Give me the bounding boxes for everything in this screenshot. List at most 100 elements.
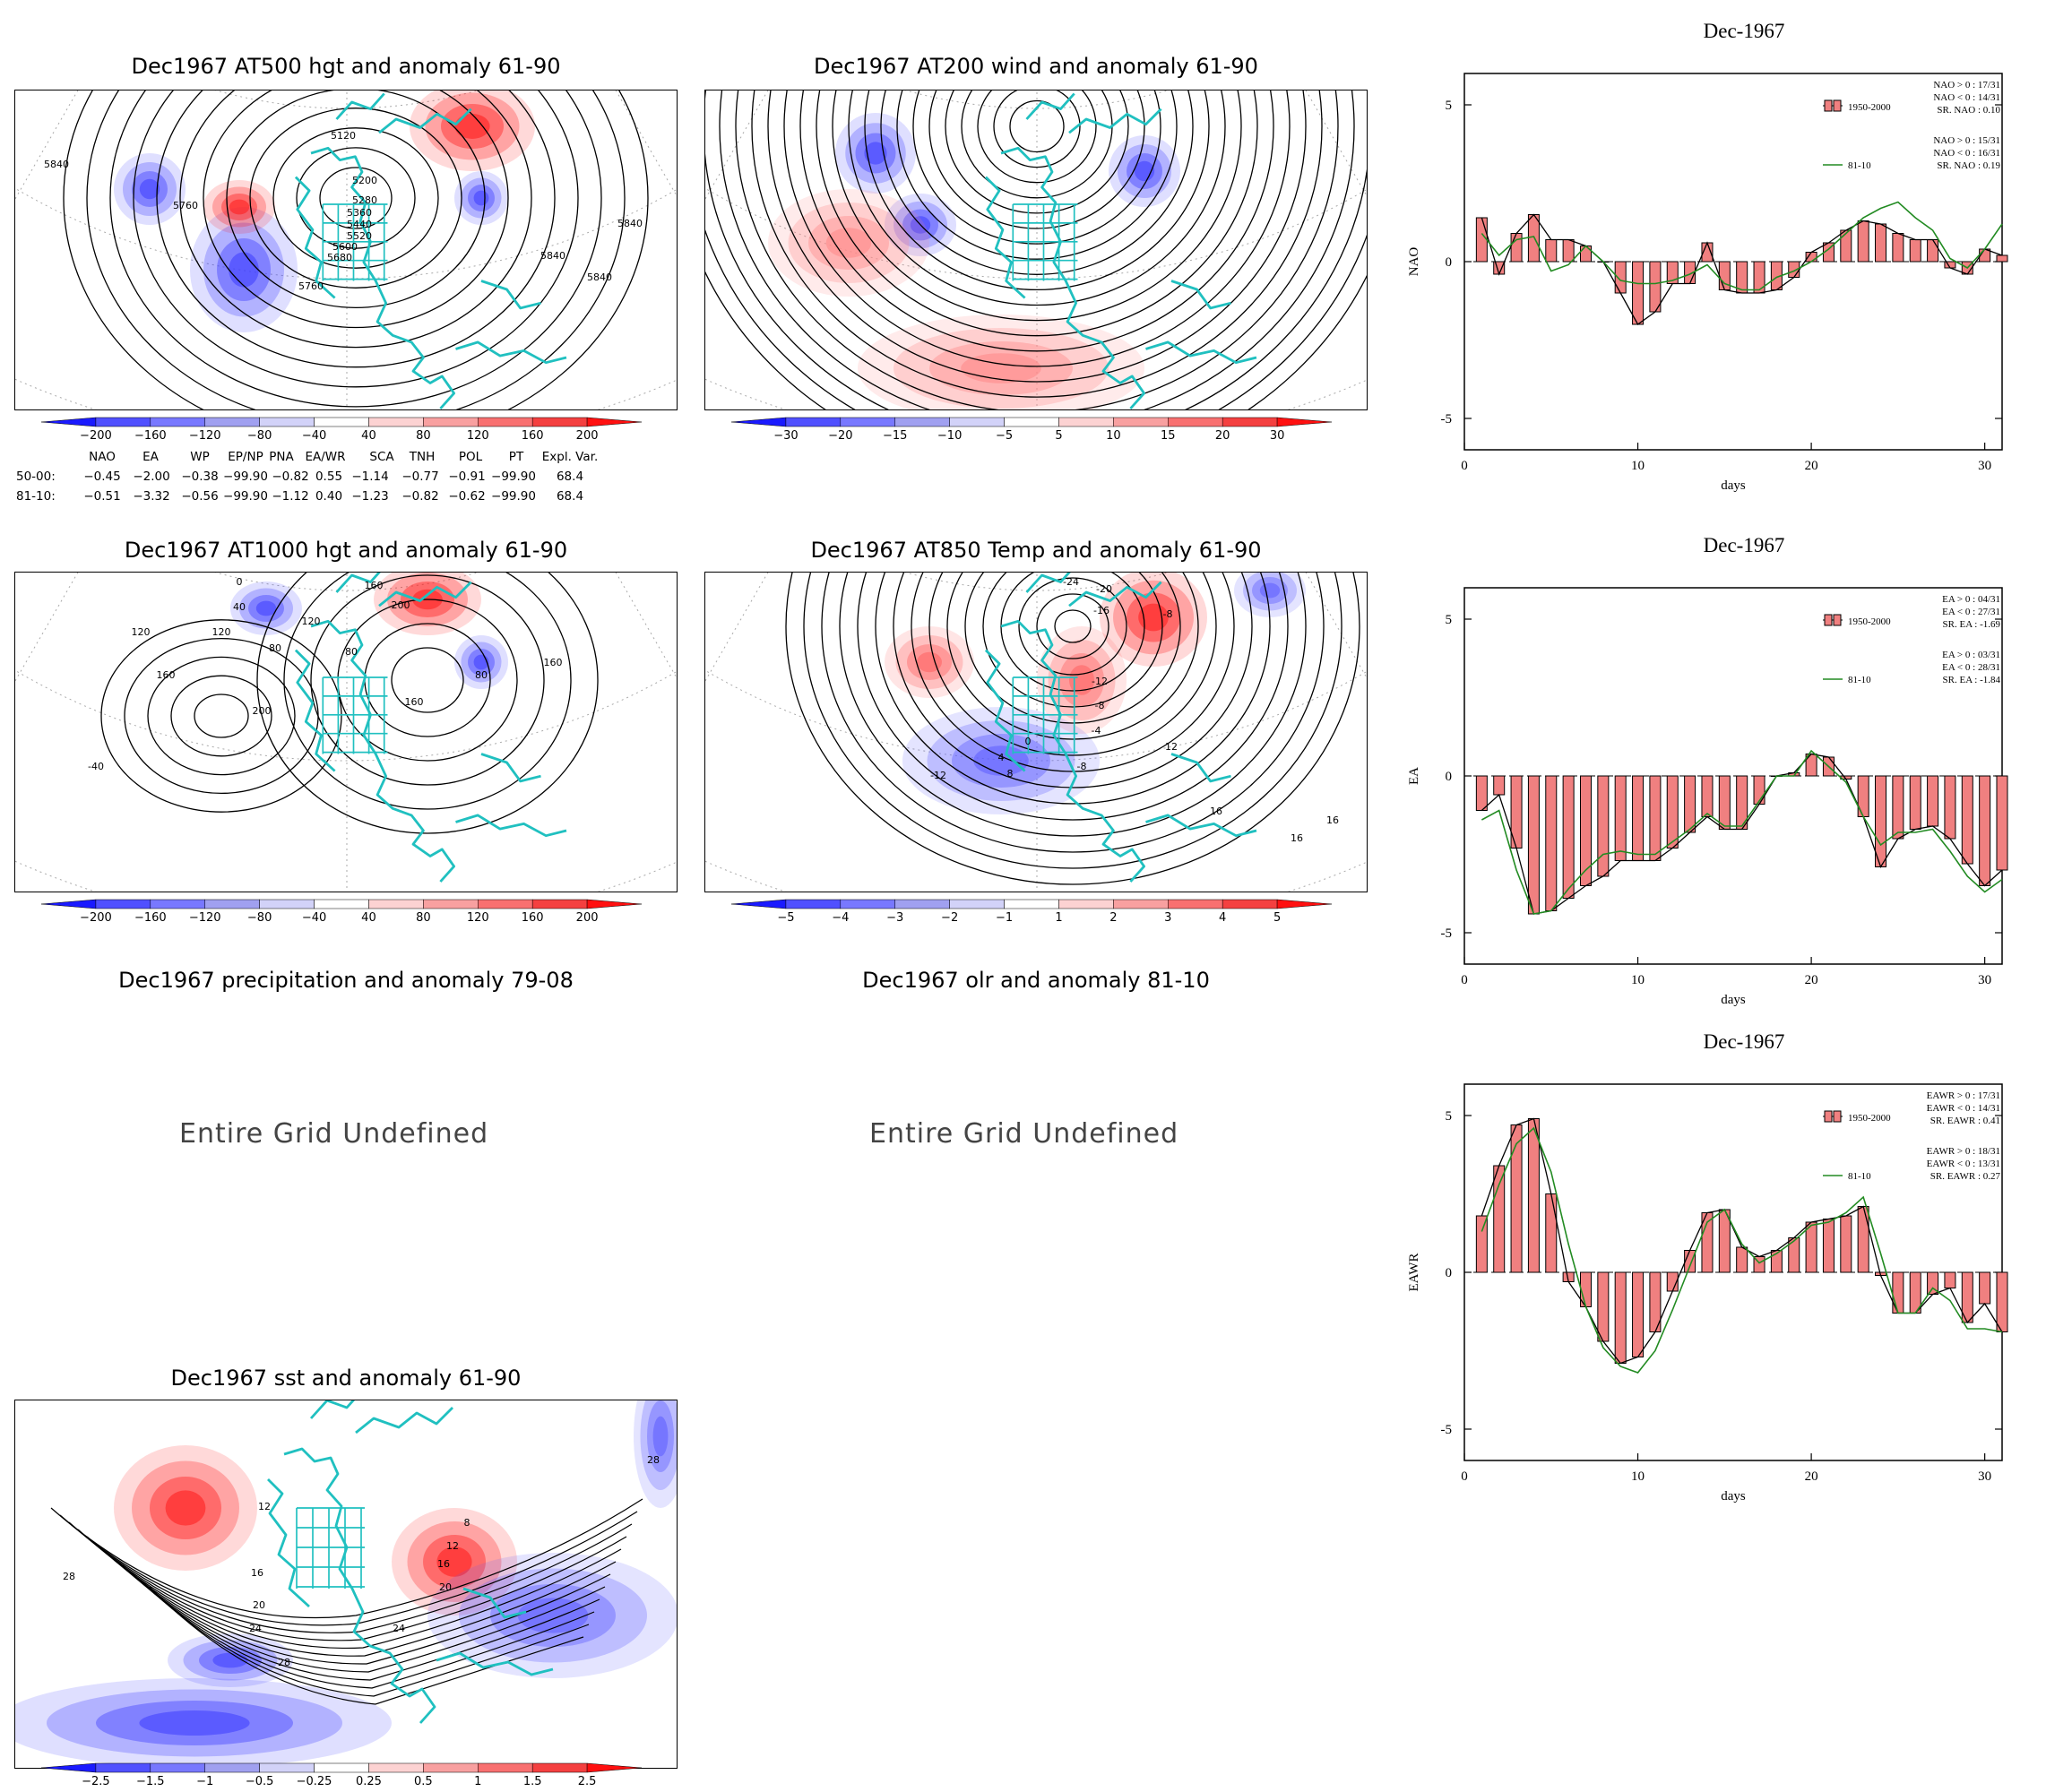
contour-label: -12 bbox=[1092, 676, 1108, 687]
index-value: −99.90 bbox=[491, 470, 536, 484]
legend-bar-swatch bbox=[1833, 1110, 1842, 1123]
map-title-hgt1000: Dec1967 AT1000 hgt and anomaly 61-90 bbox=[124, 538, 568, 563]
colorbar-tick-label: 120 bbox=[467, 429, 489, 443]
legend-bar-label: 1950-2000 bbox=[1848, 102, 1891, 113]
colorbar-tick-label: 0.25 bbox=[356, 1775, 382, 1788]
contour-line bbox=[170, 675, 272, 757]
bar bbox=[1562, 239, 1575, 263]
contour-line bbox=[63, 90, 649, 409]
contour-line bbox=[982, 573, 1163, 708]
contour-label: 40 bbox=[233, 601, 246, 613]
contour-line bbox=[1018, 577, 1127, 676]
positive-anomaly bbox=[374, 573, 481, 635]
contour-line bbox=[946, 573, 1199, 740]
contour-line bbox=[86, 1536, 622, 1650]
positive-anomaly bbox=[858, 314, 1144, 409]
colorbar-tick-label: 15 bbox=[1161, 429, 1176, 443]
longitude-gridline bbox=[15, 90, 79, 200]
colorbar-tick-label: 5 bbox=[1055, 429, 1062, 443]
map-title-precip: Dec1967 precipitation and anomaly 79-08 bbox=[118, 968, 574, 993]
contour-line bbox=[310, 574, 545, 786]
colorbar-segment bbox=[894, 899, 950, 909]
latitude-gridline bbox=[705, 669, 1367, 762]
y-tick-label: 5 bbox=[1446, 613, 1453, 627]
bar bbox=[1840, 229, 1852, 263]
colorbar-arrow-high bbox=[586, 1762, 643, 1773]
coastline bbox=[294, 573, 567, 883]
y-axis-label: EAWR bbox=[1407, 1254, 1421, 1292]
colorbar-tick-label: 200 bbox=[576, 429, 599, 443]
x-tick-label: 30 bbox=[1978, 1469, 1991, 1484]
contour-label: 120 bbox=[212, 626, 231, 638]
contour-label: 28 bbox=[278, 1657, 290, 1668]
bar bbox=[1684, 775, 1696, 833]
map-hgt1000: 0 40 160 200 120 120 120 80 80 160 200 80 160 160 -40 bbox=[14, 572, 678, 892]
map-hgt500: 5840 5760 5120 5200 5280 5360 5440 5520 5600 5680… bbox=[14, 90, 678, 410]
contour-line bbox=[875, 573, 1271, 805]
negative-anomaly-shade bbox=[864, 142, 887, 165]
colorbar-tick-label: 120 bbox=[467, 911, 489, 925]
y-tick-label: 5 bbox=[1446, 1109, 1453, 1124]
negative-anomaly bbox=[835, 113, 916, 194]
positive-anomaly-shade bbox=[961, 353, 1041, 383]
colorbar-tick-label: −0.5 bbox=[246, 1775, 274, 1788]
colorbar-tick-label: −5 bbox=[996, 429, 1013, 443]
bar bbox=[1892, 775, 1904, 840]
y-tick-label: 0 bbox=[1446, 255, 1453, 270]
index-header: EP/NP bbox=[228, 450, 263, 464]
colorbar-tick-label: −10 bbox=[937, 429, 962, 443]
contour-line bbox=[783, 90, 1291, 367]
index-value: −99.90 bbox=[223, 470, 268, 484]
bar bbox=[1666, 775, 1679, 849]
colorbar-tick-label: −3 bbox=[886, 911, 903, 925]
bar bbox=[1527, 775, 1540, 915]
bar bbox=[1597, 1271, 1610, 1342]
contour-label: 16 bbox=[1210, 806, 1222, 817]
colorbar-segment bbox=[314, 417, 369, 427]
colorbar-tick-label: −20 bbox=[828, 429, 852, 443]
contour-label: -8 bbox=[1163, 608, 1173, 620]
index-value: 0.40 bbox=[315, 489, 343, 504]
contour-label: -8 bbox=[1077, 761, 1087, 772]
colorbar-segment bbox=[204, 1762, 260, 1773]
contour-label: 5440 bbox=[347, 219, 372, 230]
series-line-81-10 bbox=[1481, 201, 2003, 291]
index-row-label: 50-00: bbox=[16, 470, 56, 484]
bar bbox=[1736, 1246, 1748, 1273]
x-axis-label: days bbox=[1721, 1489, 1746, 1503]
colorbar-tick-label: −160 bbox=[134, 429, 167, 443]
colorbar-tick-label: 2 bbox=[1109, 911, 1117, 925]
bar bbox=[1701, 775, 1714, 817]
colorbar-tick-label: −5 bbox=[777, 911, 794, 925]
bar bbox=[1684, 1250, 1696, 1273]
colorbar-tick-label: 40 bbox=[361, 429, 376, 443]
contour-line bbox=[77, 1529, 627, 1641]
contour-label: 16 bbox=[1326, 814, 1339, 826]
bar-outline-line bbox=[1481, 753, 2003, 915]
colorbar-segment bbox=[1004, 899, 1059, 909]
negative-anomaly-shade bbox=[652, 1416, 669, 1457]
series-line-81-10 bbox=[1481, 1126, 2003, 1374]
contour-label: -40 bbox=[88, 761, 104, 772]
index-header: Expl. Var. bbox=[541, 450, 599, 464]
contour-line bbox=[799, 90, 1274, 352]
colorbar-segment bbox=[1222, 417, 1278, 427]
positive-anomaly-shade bbox=[165, 1490, 206, 1526]
colorbar-segment bbox=[1113, 899, 1169, 909]
contour-line bbox=[964, 573, 1181, 724]
undefined-message-olr: Entire Grid Undefined bbox=[869, 1118, 1179, 1150]
bar bbox=[1718, 775, 1731, 830]
colorbar-tick-label: −200 bbox=[80, 911, 112, 925]
map-title-temp850: Dec1967 AT850 Temp and anomaly 61-90 bbox=[810, 538, 1262, 563]
colorbar-tick-label: 0.5 bbox=[414, 1775, 433, 1788]
contour-label: 160 bbox=[157, 669, 176, 681]
contour-label: 5280 bbox=[352, 194, 377, 206]
positive-anomaly bbox=[410, 90, 535, 171]
colorbar-tick-label: 1 bbox=[1055, 911, 1062, 925]
colorbar-hgt1000: −200 −160 −120 −80 −40 40 80 120 160 200 bbox=[40, 899, 643, 925]
contour-line bbox=[735, 90, 1339, 409]
legend-stat: SR. EAWR : 0.27 bbox=[1930, 1171, 2001, 1182]
bar bbox=[1927, 775, 1939, 827]
legend-stat: EAWR > 0 : 18/31 bbox=[1927, 1146, 2000, 1157]
index-value: −3.32 bbox=[133, 489, 170, 504]
